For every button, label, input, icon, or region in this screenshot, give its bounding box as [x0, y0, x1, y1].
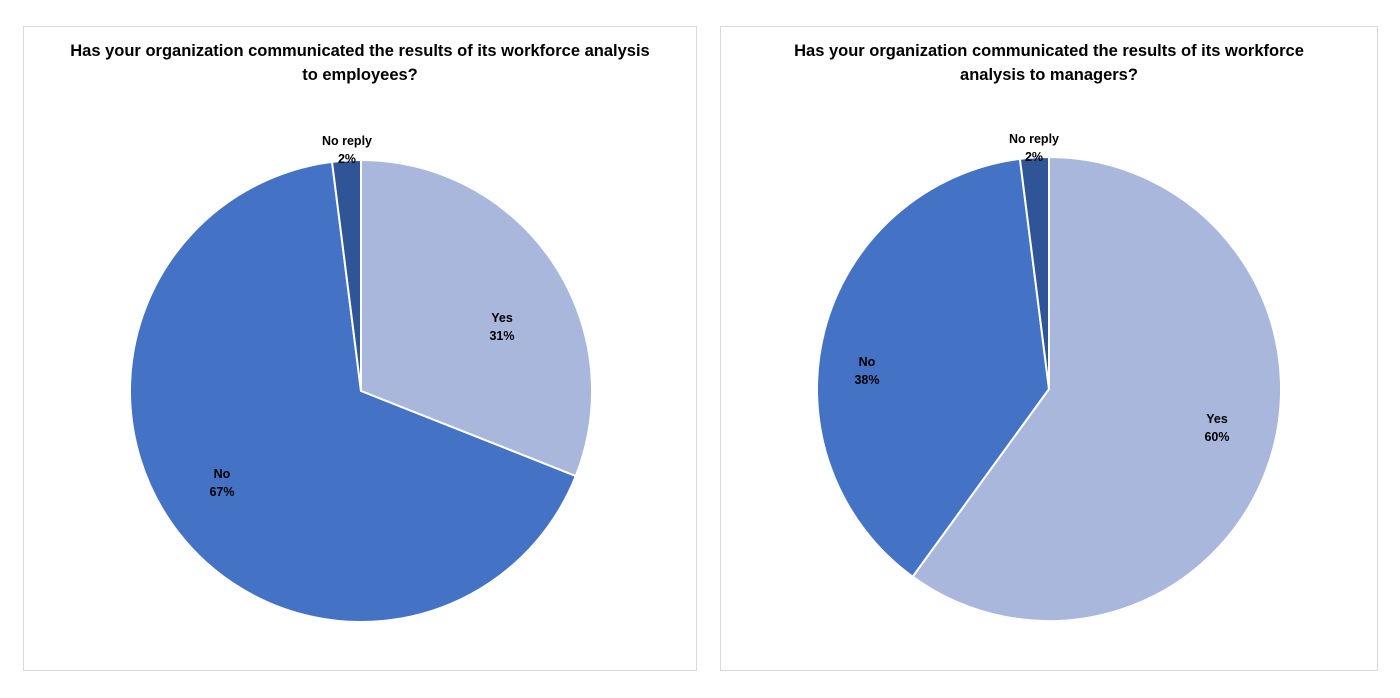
- data-label-no: No 38%: [854, 355, 879, 387]
- slice-value-label: 67%: [209, 485, 234, 499]
- slice-value-label: 31%: [489, 329, 514, 343]
- slice-value-label: 2%: [1025, 150, 1043, 164]
- slice-category-label: No reply: [322, 134, 372, 148]
- pie-slice-yes: [360, 158, 593, 478]
- chart-title: Has your organization communicated the r…: [794, 42, 1304, 84]
- chart-panel-managers: Has your organization communicated the r…: [720, 26, 1378, 671]
- slice-value-label: 38%: [854, 373, 879, 387]
- pie-slice-yes: [911, 155, 1282, 622]
- slice-value-label: 60%: [1204, 430, 1229, 444]
- data-label-no-reply: No reply 2%: [322, 134, 372, 166]
- chart-title: Has your organization communicated the r…: [70, 42, 650, 84]
- slice-category-label: Yes: [491, 311, 513, 325]
- slice-category-label: No: [214, 467, 231, 481]
- slice-value-label: 2%: [338, 152, 356, 166]
- data-label-no-reply: No reply 2%: [1009, 132, 1059, 164]
- data-label-yes: Yes 31%: [489, 311, 514, 343]
- pie-slice-no: [816, 157, 1051, 579]
- chart-panel-employees: Has your organization communicated the r…: [23, 26, 697, 671]
- pie-slice-no: [129, 160, 578, 623]
- pie-chart-employees: Yes 31% No 67% No reply 2%: [129, 134, 593, 623]
- slice-category-label: No reply: [1009, 132, 1059, 146]
- pie-slice-no-reply: [330, 158, 362, 392]
- slice-category-label: No: [859, 355, 876, 369]
- slice-category-label: Yes: [1206, 412, 1228, 426]
- data-label-yes: Yes 60%: [1204, 412, 1229, 444]
- pie-slice-no-reply: [1018, 155, 1050, 390]
- pie-chart-managers: Yes 60% No 38% No reply 2%: [816, 132, 1282, 622]
- data-label-no: No 67%: [209, 467, 234, 499]
